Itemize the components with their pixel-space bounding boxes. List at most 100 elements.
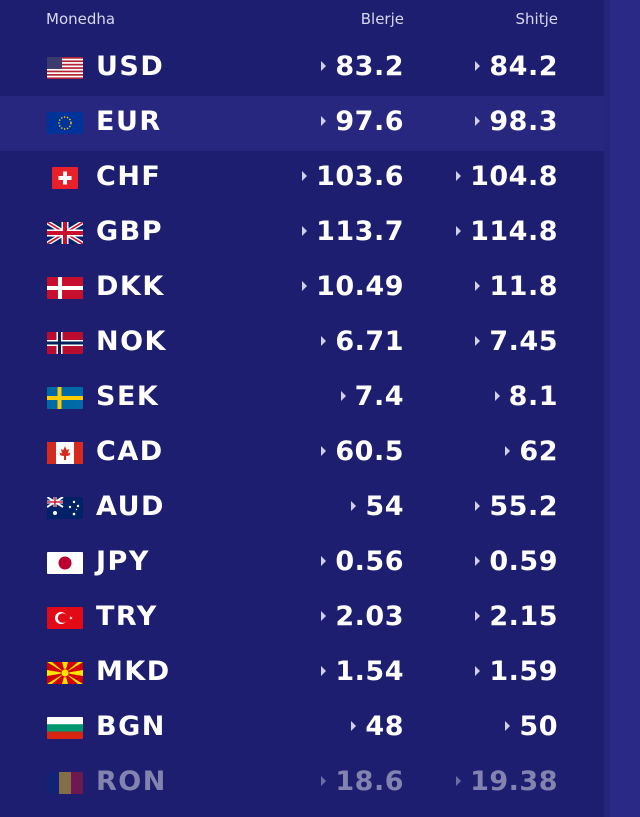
caret-right-icon	[475, 281, 481, 291]
sell-rate: 19.38	[456, 766, 558, 797]
table-row[interactable]: NOK 6.71 7.45	[0, 316, 604, 371]
table-row[interactable]: DKK 10.49 11.8	[0, 261, 604, 316]
buy-rate: 113.7	[302, 216, 404, 247]
sell-rate: 2.15	[475, 601, 558, 632]
us-flag-icon	[47, 57, 83, 79]
sell-rate: 7.45	[475, 326, 558, 357]
currency-code: CAD	[96, 436, 164, 467]
table-row[interactable]: AUD 54 55.2	[0, 481, 604, 536]
sell-rate: 62	[505, 436, 558, 467]
currency-code: GBP	[96, 216, 164, 247]
sell-rate: 84.2	[475, 51, 558, 82]
page-side-gutter	[604, 0, 640, 817]
sell-rate: 1.59	[475, 656, 558, 687]
divider	[604, 0, 610, 817]
se-flag-icon	[47, 387, 83, 409]
sell-rate: 98.3	[475, 106, 558, 137]
header-sell: Shitje	[515, 10, 558, 28]
caret-right-icon	[321, 556, 327, 566]
table-header: Monedha Blerje Shitje	[0, 0, 604, 40]
caret-right-icon	[475, 666, 481, 676]
table-row[interactable]: EUR 97.6 98.3	[0, 96, 604, 151]
buy-rate: 1.54	[321, 656, 404, 687]
buy-rate: 2.03	[321, 601, 404, 632]
table-row[interactable]: JPY 0.56 0.59	[0, 536, 604, 591]
buy-rate: 18.6	[321, 766, 404, 797]
caret-right-icon	[340, 391, 346, 401]
buy-rate: 54	[351, 491, 404, 522]
sell-rate: 55.2	[475, 491, 558, 522]
currency-code: EUR	[96, 106, 162, 137]
currency-code: TRY	[96, 601, 158, 632]
caret-right-icon	[302, 281, 308, 291]
table-row[interactable]: RON 18.6 19.38	[0, 756, 604, 811]
header-buy: Blerje	[360, 10, 404, 28]
caret-right-icon	[456, 171, 462, 181]
caret-right-icon	[321, 336, 327, 346]
caret-right-icon	[456, 226, 462, 236]
caret-right-icon	[321, 776, 327, 786]
tr-flag-icon	[47, 607, 83, 629]
caret-right-icon	[475, 556, 481, 566]
currency-code: MKD	[96, 656, 171, 687]
currency-code: CHF	[96, 161, 162, 192]
caret-right-icon	[321, 446, 327, 456]
table-row[interactable]: CAD 60.5 62	[0, 426, 604, 481]
table-row[interactable]: SEK 7.4 8.1	[0, 371, 604, 426]
gb-flag-icon	[47, 222, 83, 244]
caret-right-icon	[321, 666, 327, 676]
mk-flag-icon	[47, 662, 83, 684]
header-currency: Monedha	[46, 10, 116, 28]
buy-rate: 60.5	[321, 436, 404, 467]
table-row[interactable]: TRY 2.03 2.15	[0, 591, 604, 646]
table-row[interactable]: MKD 1.54 1.59	[0, 646, 604, 701]
caret-right-icon	[475, 61, 481, 71]
caret-right-icon	[475, 501, 481, 511]
sell-rate: 114.8	[456, 216, 558, 247]
caret-right-icon	[321, 61, 327, 71]
caret-right-icon	[321, 116, 327, 126]
caret-right-icon	[505, 721, 511, 731]
currency-code: SEK	[96, 381, 160, 412]
currency-code: JPY	[96, 546, 150, 577]
dk-flag-icon	[47, 277, 83, 299]
no-flag-icon	[47, 332, 83, 354]
buy-rate: 7.4	[340, 381, 404, 412]
caret-right-icon	[351, 501, 357, 511]
table-row[interactable]: USD 83.2 84.2	[0, 41, 604, 96]
caret-right-icon	[302, 226, 308, 236]
rates-list: USD 83.2 84.2 EUR 97.6 98.3	[0, 41, 604, 811]
buy-rate: 0.56	[321, 546, 404, 577]
currency-code: RON	[96, 766, 167, 797]
table-row[interactable]: GBP 113.7 114.8	[0, 206, 604, 261]
caret-right-icon	[475, 336, 481, 346]
sell-rate: 8.1	[494, 381, 558, 412]
buy-rate: 10.49	[302, 271, 404, 302]
buy-rate: 48	[351, 711, 404, 742]
currency-code: USD	[96, 51, 165, 82]
sell-rate: 11.8	[475, 271, 558, 302]
au-flag-icon	[47, 497, 83, 519]
caret-right-icon	[475, 611, 481, 621]
caret-right-icon	[302, 171, 308, 181]
buy-rate: 83.2	[321, 51, 404, 82]
currency-code: AUD	[96, 491, 165, 522]
table-row[interactable]: CHF 103.6 104.8	[0, 151, 604, 206]
ca-flag-icon	[47, 442, 83, 464]
caret-right-icon	[321, 611, 327, 621]
sell-rate: 104.8	[456, 161, 558, 192]
ch-flag-icon	[52, 167, 78, 189]
caret-right-icon	[456, 776, 462, 786]
table-row[interactable]: BGN 48 50	[0, 701, 604, 756]
buy-rate: 6.71	[321, 326, 404, 357]
currency-code: NOK	[96, 326, 167, 357]
buy-rate: 103.6	[302, 161, 404, 192]
exchange-rate-panel: Monedha Blerje Shitje USD 83.2 84.2	[0, 0, 604, 811]
buy-rate: 97.6	[321, 106, 404, 137]
eu-flag-icon	[47, 112, 83, 134]
bg-flag-icon	[47, 717, 83, 739]
jp-flag-icon	[47, 552, 83, 574]
currency-code: DKK	[96, 271, 165, 302]
sell-rate: 0.59	[475, 546, 558, 577]
caret-right-icon	[351, 721, 357, 731]
